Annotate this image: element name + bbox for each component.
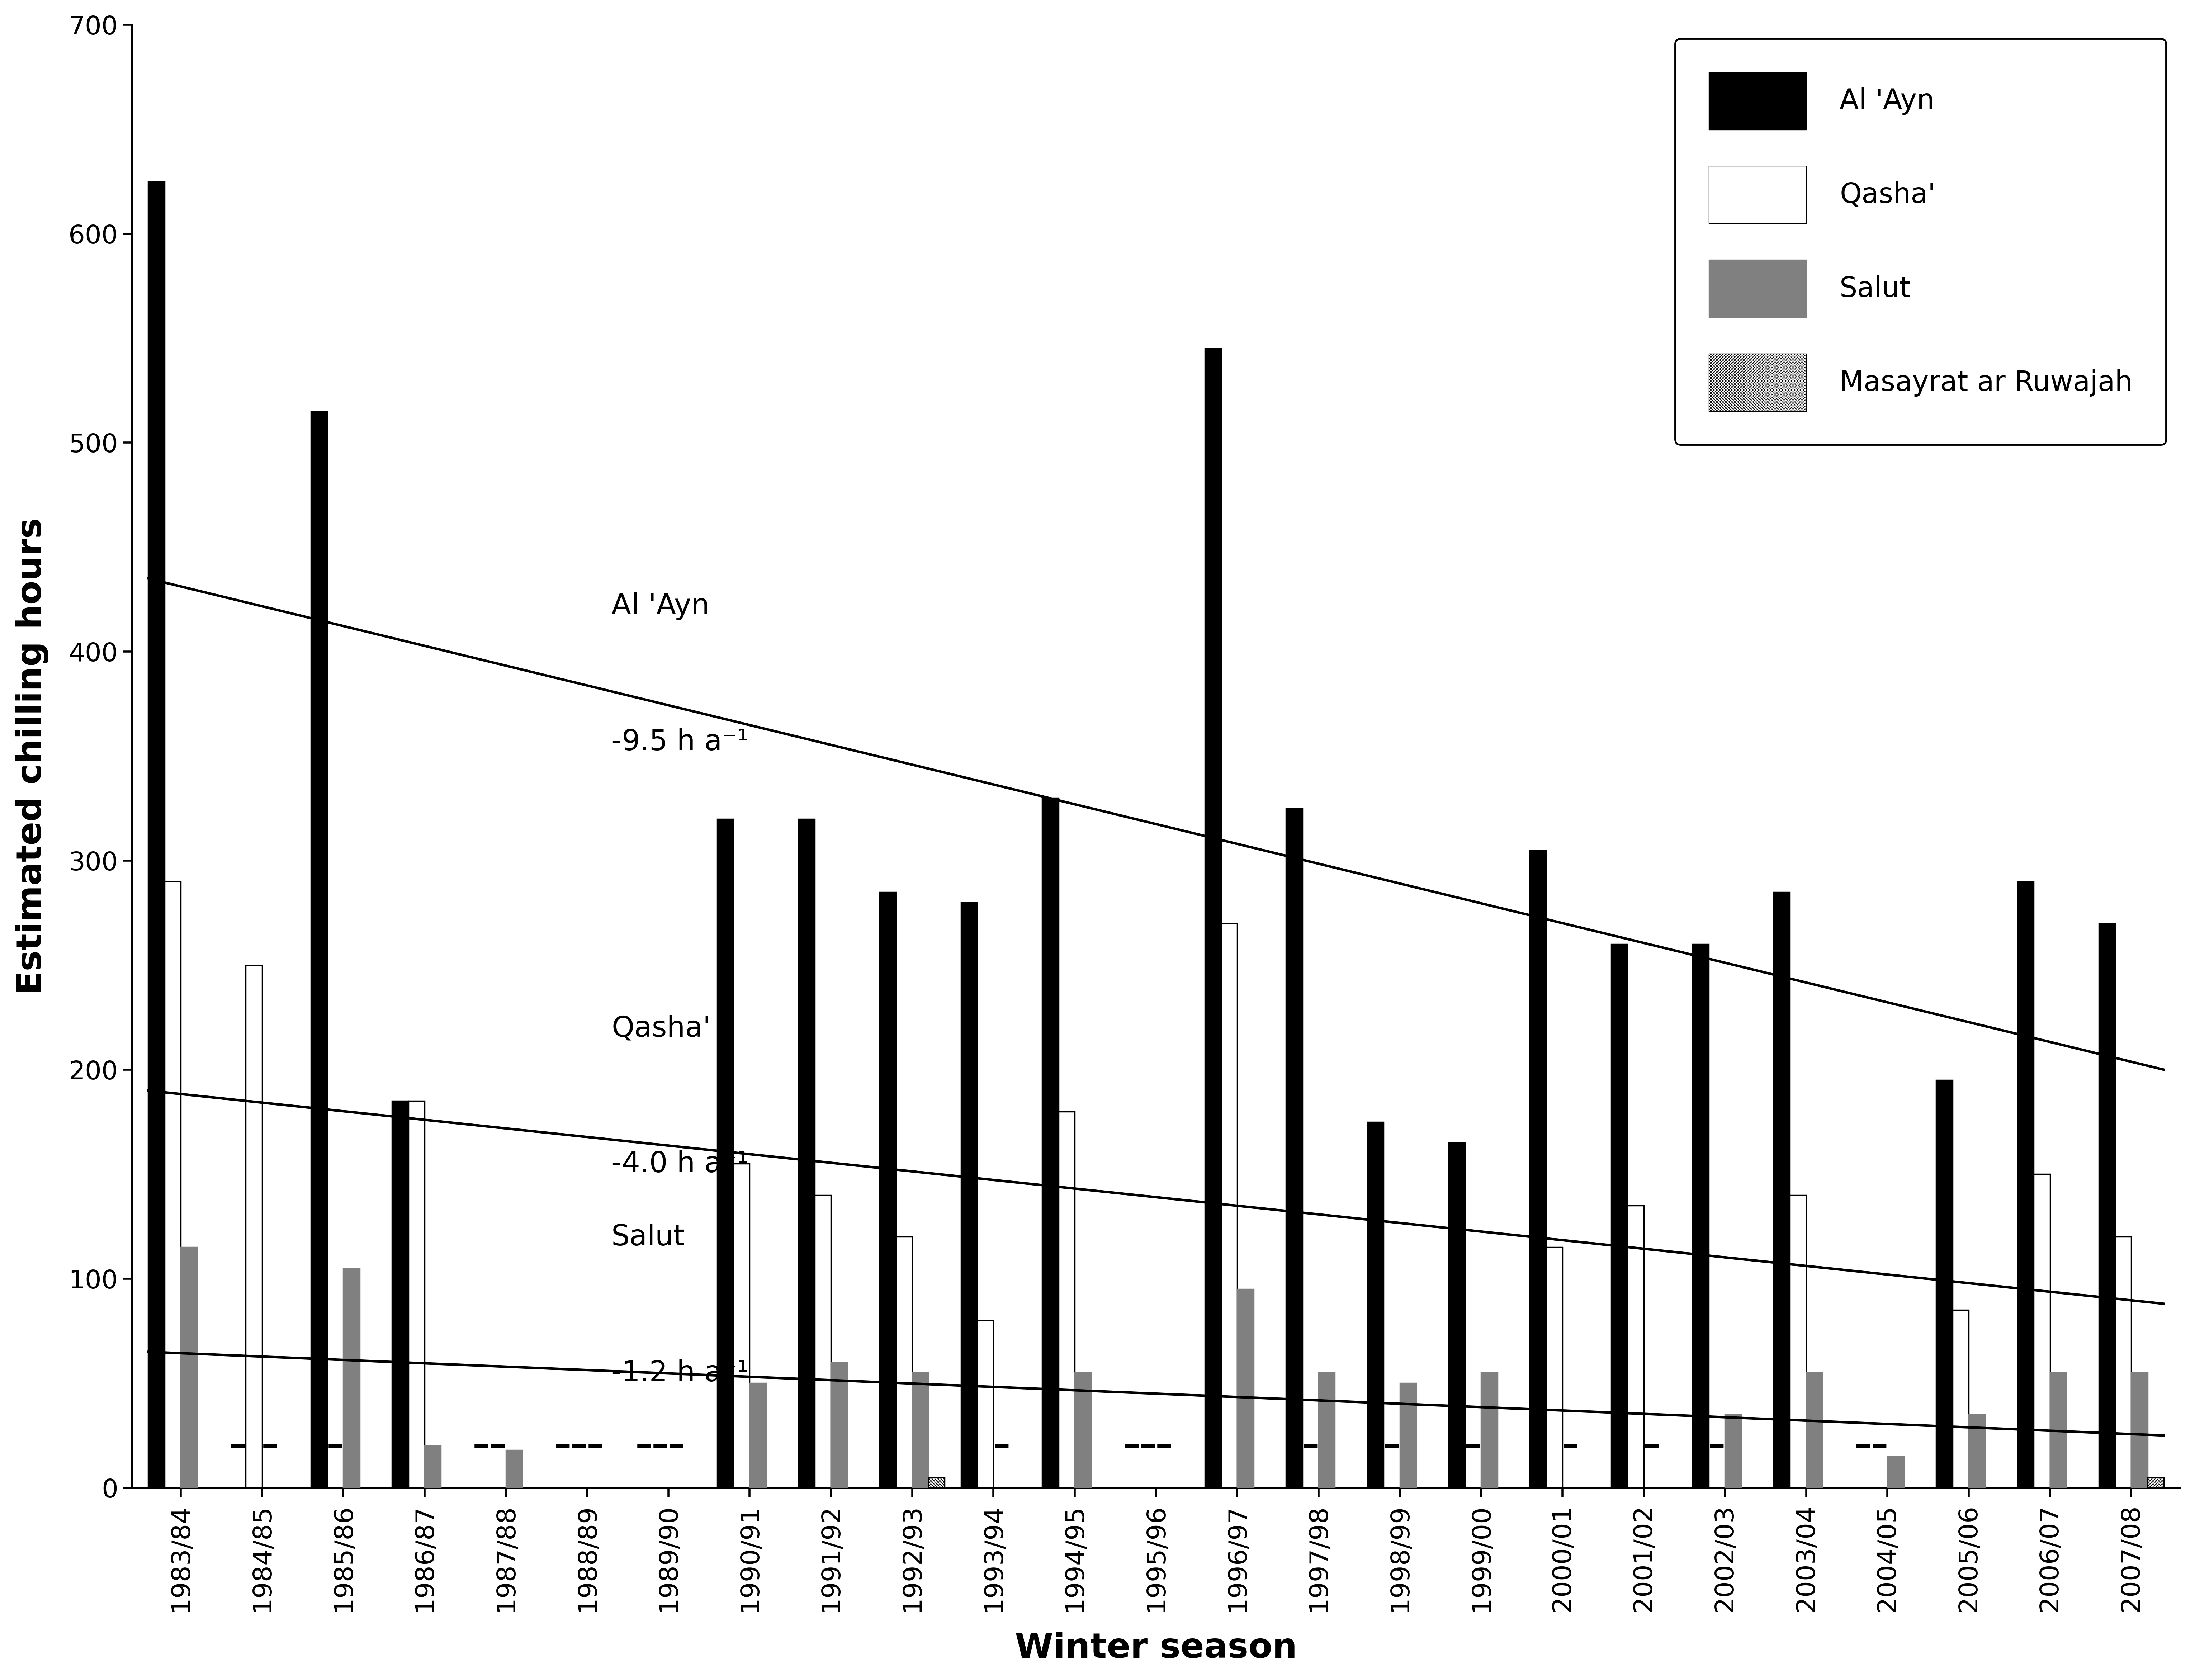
Bar	[180, 1247, 198, 1488]
Text: -1.2 h a⁻¹: -1.2 h a⁻¹	[612, 1359, 748, 1388]
Bar	[1545, 1247, 1563, 1488]
Bar	[1954, 1310, 1969, 1488]
Text: –: –	[1855, 1430, 1872, 1463]
Text: –: –	[652, 1430, 669, 1463]
Text: –: –	[261, 1430, 279, 1463]
Bar	[2017, 882, 2035, 1488]
Text: –: –	[1124, 1430, 1141, 1463]
Text: Salut: Salut	[612, 1223, 685, 1252]
Bar	[832, 1362, 847, 1488]
Bar	[1058, 1112, 1076, 1488]
Legend: Al 'Ayn, Qasha', Salut, Masayrat ar Ruwajah: Al 'Ayn, Qasha', Salut, Masayrat ar Ruwa…	[1675, 39, 2166, 445]
Bar	[1449, 1142, 1464, 1488]
Bar	[1367, 1122, 1383, 1488]
Bar	[1936, 1080, 1954, 1488]
Bar	[1969, 1415, 1984, 1488]
Text: –: –	[1464, 1430, 1482, 1463]
Bar	[149, 181, 165, 1488]
Text: –: –	[634, 1430, 652, 1463]
Bar	[1806, 1373, 1822, 1488]
Text: –: –	[1302, 1430, 1319, 1463]
Text: –: –	[1708, 1430, 1725, 1463]
Bar	[1205, 348, 1220, 1488]
Text: –: –	[553, 1430, 571, 1463]
Bar	[2147, 1477, 2164, 1488]
Bar	[896, 1236, 913, 1488]
Text: –: –	[1155, 1430, 1172, 1463]
Text: –: –	[327, 1430, 345, 1463]
Bar	[1043, 798, 1058, 1488]
Bar	[1220, 924, 1238, 1488]
Text: -9.5 h a⁻¹: -9.5 h a⁻¹	[612, 727, 748, 756]
Bar	[961, 902, 977, 1488]
Text: –: –	[571, 1430, 588, 1463]
Bar	[733, 1164, 751, 1488]
Bar	[1238, 1289, 1253, 1488]
Text: –: –	[992, 1430, 1010, 1463]
Bar	[1789, 1194, 1806, 1488]
Bar	[799, 818, 814, 1488]
Bar	[312, 412, 327, 1488]
Text: Qasha': Qasha'	[612, 1015, 711, 1043]
Y-axis label: Estimated chilling hours: Estimated chilling hours	[15, 517, 48, 995]
Bar	[165, 882, 180, 1488]
Text: –: –	[489, 1430, 507, 1463]
Text: Al 'Ayn: Al 'Ayn	[612, 593, 709, 620]
Text: –: –	[472, 1430, 489, 1463]
Bar	[2116, 1236, 2131, 1488]
Bar	[718, 818, 733, 1488]
Bar	[393, 1100, 408, 1488]
X-axis label: Winter season: Winter season	[1014, 1631, 1297, 1665]
Bar	[408, 1100, 424, 1488]
Bar	[1888, 1457, 1903, 1488]
Bar	[880, 892, 896, 1488]
Bar	[1076, 1373, 1091, 1488]
Bar	[1626, 1206, 1644, 1488]
Text: –: –	[1644, 1430, 1659, 1463]
Text: -4.0 h a⁻¹: -4.0 h a⁻¹	[612, 1151, 748, 1178]
Text: –: –	[1383, 1430, 1400, 1463]
Bar	[1286, 808, 1302, 1488]
Text: –: –	[667, 1430, 685, 1463]
Bar	[505, 1450, 522, 1488]
Bar	[2098, 924, 2116, 1488]
Bar	[913, 1373, 928, 1488]
Bar	[246, 966, 261, 1488]
Bar	[1400, 1383, 1416, 1488]
Bar	[2131, 1373, 2147, 1488]
Bar	[1611, 944, 1626, 1488]
Bar	[2035, 1174, 2050, 1488]
Bar	[814, 1194, 832, 1488]
Bar	[2050, 1373, 2065, 1488]
Bar	[1774, 892, 1789, 1488]
Bar	[1725, 1415, 1741, 1488]
Text: –: –	[586, 1430, 604, 1463]
Bar	[977, 1320, 994, 1488]
Text: –: –	[1870, 1430, 1888, 1463]
Bar	[928, 1477, 944, 1488]
Bar	[1319, 1373, 1335, 1488]
Bar	[751, 1383, 766, 1488]
Bar	[1530, 850, 1545, 1488]
Bar	[1692, 944, 1708, 1488]
Text: –: –	[1139, 1430, 1157, 1463]
Bar	[1482, 1373, 1497, 1488]
Bar	[424, 1446, 441, 1488]
Text: –: –	[1563, 1430, 1578, 1463]
Bar	[342, 1268, 360, 1488]
Text: –: –	[228, 1430, 246, 1463]
